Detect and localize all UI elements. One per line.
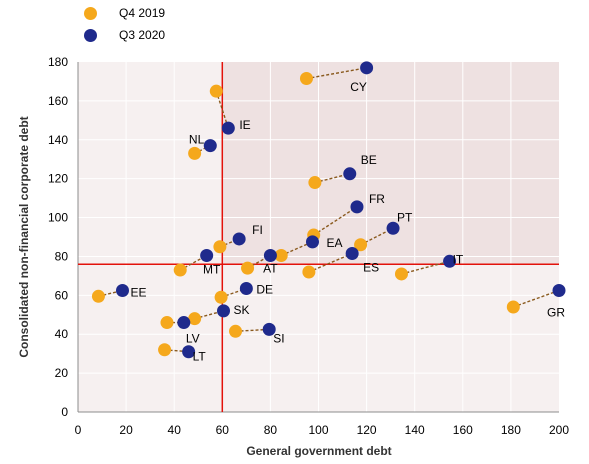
point-q3-2020-sk bbox=[217, 304, 231, 318]
label-mt: MT bbox=[203, 262, 221, 276]
point-q3-2020-fi bbox=[232, 232, 246, 246]
y-tick-label: 0 bbox=[61, 405, 68, 419]
connector-fr bbox=[313, 206, 358, 236]
label-nl: NL bbox=[189, 133, 205, 147]
label-ea: EA bbox=[326, 236, 342, 250]
point-q3-2020-ie bbox=[221, 121, 235, 135]
legend-swatch-q4-2019 bbox=[84, 6, 97, 20]
connector-gr bbox=[513, 289, 560, 308]
y-tick-label: 80 bbox=[55, 249, 69, 263]
label-sk: SK bbox=[234, 303, 250, 317]
y-tick-label: 160 bbox=[48, 94, 68, 108]
point-q4-2019-fi bbox=[213, 240, 227, 254]
point-q4-2019-sk bbox=[188, 312, 202, 326]
point-q4-2019-pt bbox=[354, 238, 368, 252]
point-q3-2020-it bbox=[443, 254, 457, 268]
label-si: SI bbox=[273, 331, 284, 345]
point-q3-2020-si bbox=[262, 322, 276, 336]
label-fi: FI bbox=[252, 223, 263, 237]
point-q3-2020-nl bbox=[203, 139, 217, 153]
label-es: ES bbox=[363, 261, 379, 275]
label-ie: IE bbox=[239, 118, 250, 132]
y-tick-label: 60 bbox=[55, 288, 69, 302]
label-at: AT bbox=[263, 261, 278, 275]
point-q3-2020-ee bbox=[115, 283, 129, 297]
x-tick-label: 40 bbox=[168, 423, 182, 437]
x-tick-label: 60 bbox=[216, 423, 230, 437]
y-tick-label: 120 bbox=[48, 172, 68, 186]
label-de: DE bbox=[256, 283, 273, 297]
connector-it bbox=[401, 260, 450, 275]
label-lt: LT bbox=[193, 350, 207, 364]
point-q3-2020-mt bbox=[200, 248, 214, 262]
label-ee: EE bbox=[130, 285, 146, 299]
x-tick-label: 20 bbox=[119, 423, 133, 437]
point-q3-2020-fr bbox=[350, 200, 364, 214]
x-tick-label: 100 bbox=[308, 423, 328, 437]
connector-cy bbox=[306, 67, 367, 80]
point-q4-2019-nl bbox=[188, 146, 202, 160]
point-q3-2020-at bbox=[263, 248, 277, 262]
point-q4-2019-ee bbox=[91, 289, 105, 303]
y-tick-label: 100 bbox=[48, 211, 68, 225]
point-q3-2020-de bbox=[239, 282, 253, 296]
x-tick-label: 140 bbox=[405, 423, 425, 437]
legend-label-q3-2020: Q3 2020 bbox=[119, 28, 166, 42]
label-gr: GR bbox=[547, 305, 565, 319]
point-q3-2020-ea bbox=[305, 235, 319, 249]
label-fr: FR bbox=[369, 192, 385, 206]
point-q4-2019-be bbox=[308, 176, 322, 190]
point-q4-2019-cy bbox=[299, 72, 313, 86]
point-q4-2019-si bbox=[229, 324, 243, 338]
label-pt: PT bbox=[397, 210, 413, 224]
x-tick-label: 180 bbox=[501, 423, 521, 437]
point-q4-2019-de bbox=[214, 290, 228, 304]
y-tick-label: 180 bbox=[48, 55, 68, 69]
point-q4-2019-mt bbox=[173, 263, 187, 277]
point-q3-2020-lt bbox=[182, 345, 196, 359]
x-tick-label: 160 bbox=[453, 423, 473, 437]
point-q3-2020-be bbox=[343, 167, 357, 181]
label-cy: CY bbox=[350, 80, 367, 94]
x-tick-label: 0 bbox=[75, 423, 82, 437]
y-tick-label: 140 bbox=[48, 133, 68, 147]
connector-es bbox=[308, 252, 353, 273]
legend-item-q4-2019: Q4 2019 bbox=[84, 2, 165, 24]
y-tick-label: 40 bbox=[55, 327, 69, 341]
label-lv: LV bbox=[186, 332, 200, 346]
point-q4-2019-lt bbox=[158, 343, 172, 357]
point-q4-2019-at bbox=[241, 261, 255, 275]
point-q3-2020-lv bbox=[177, 316, 191, 330]
y-axis-title: Consolidated non-financial corporate deb… bbox=[17, 116, 31, 357]
point-q3-2020-pt bbox=[386, 221, 400, 235]
legend-item-q3-2020: Q3 2020 bbox=[84, 24, 165, 46]
point-q4-2019-gr bbox=[506, 300, 520, 314]
x-tick-label: 120 bbox=[357, 423, 377, 437]
point-q3-2020-es bbox=[345, 247, 359, 261]
label-it: IT bbox=[453, 252, 464, 266]
point-q4-2019-es bbox=[302, 265, 316, 279]
point-q3-2020-cy bbox=[360, 61, 374, 75]
point-q3-2020-gr bbox=[552, 283, 566, 297]
legend-swatch-q3-2020 bbox=[84, 28, 97, 42]
point-q4-2019-it bbox=[394, 267, 408, 281]
point-q4-2019-ie bbox=[209, 84, 223, 98]
y-tick-label: 20 bbox=[55, 366, 69, 380]
legend: Q4 2019 Q3 2020 bbox=[84, 2, 165, 46]
x-tick-label: 80 bbox=[264, 423, 278, 437]
point-q4-2019-lv bbox=[160, 316, 174, 330]
legend-label-q4-2019: Q4 2019 bbox=[119, 6, 166, 20]
label-be: BE bbox=[361, 153, 377, 167]
x-axis-title: General government debt bbox=[246, 444, 391, 458]
point-q4-2019-ea bbox=[274, 248, 288, 262]
x-tick-label: 200 bbox=[549, 423, 569, 437]
